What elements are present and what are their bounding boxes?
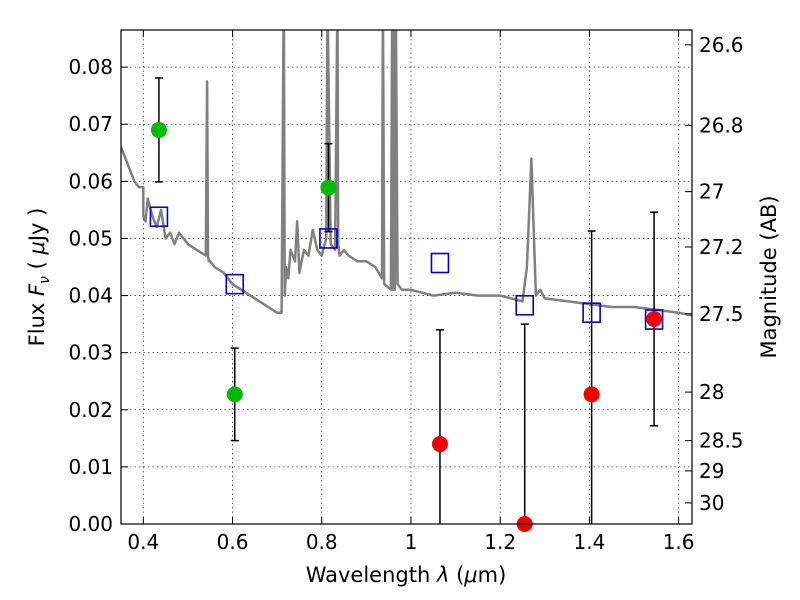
model-square-marker xyxy=(430,252,450,274)
secondary-y-axis-label: Magnitude (AB) xyxy=(757,195,781,358)
spectrum-layer xyxy=(121,30,692,317)
ylabel-unit: Jy ) xyxy=(25,208,49,244)
y-tick-label: 0.08 xyxy=(68,55,113,79)
x-tick-label: 0.6 xyxy=(217,530,249,554)
ylabel-subscript: ν xyxy=(37,276,53,284)
nondetection-point xyxy=(583,386,600,403)
y-tick-label: 0.03 xyxy=(68,341,113,365)
x-axis-label: Wavelength λ (μm) xyxy=(306,563,507,587)
tick-layer: 0.4 0.6 0.8 1 1.2 1.4 1.6 0.00 0.01 0.02 0.03 0.04 0… xyxy=(68,30,744,554)
y-tick-label: 0.04 xyxy=(68,284,113,308)
ylabel-mu: μ xyxy=(25,241,49,255)
y-tick-label: 0.07 xyxy=(68,112,113,136)
xlabel-symbol: λ xyxy=(436,563,449,587)
spectrum-line xyxy=(121,30,692,317)
plot-frame xyxy=(120,29,693,525)
data-point-layer xyxy=(150,121,663,532)
x-tick-label: 1.4 xyxy=(573,530,605,554)
magnitude-tick-label: 28 xyxy=(699,380,724,404)
y-tick-label: 0.06 xyxy=(68,169,113,193)
x-tick-label: 0.4 xyxy=(127,530,159,554)
model-square-marker xyxy=(515,294,535,316)
detection-point xyxy=(320,179,337,196)
y-tick-label: 0.01 xyxy=(68,455,113,479)
model-square-marker xyxy=(149,206,169,228)
ylabel-paren: ( xyxy=(25,255,49,277)
x-tick-label: 1 xyxy=(405,530,418,554)
xlabel-mu: μ xyxy=(463,563,477,587)
xlabel-unit: m) xyxy=(478,563,507,587)
magnitude-tick-label: 28.5 xyxy=(699,429,744,453)
xlabel-paren: ( xyxy=(449,563,464,587)
x-tick-label: 1.6 xyxy=(663,530,695,554)
magnitude-tick-label: 27.5 xyxy=(699,302,744,326)
ylabel-prefix: Flux xyxy=(25,296,49,346)
magnitude-tick-label: 29 xyxy=(699,459,724,483)
magnitude-tick-label: 30 xyxy=(699,491,724,515)
xlabel-prefix: Wavelength xyxy=(306,563,437,587)
magnitude-tick-label: 26.6 xyxy=(699,33,744,57)
y-tick-label: 0.05 xyxy=(68,226,113,250)
model-square-marker xyxy=(582,302,601,323)
plot-background xyxy=(121,30,692,524)
x-tick-label: 0.8 xyxy=(306,530,338,554)
magnitude-tick-label: 27.2 xyxy=(699,235,744,259)
detection-point xyxy=(150,121,167,138)
detection-point xyxy=(226,386,243,403)
model-square-marker xyxy=(225,273,245,295)
ylabel-symbol: F xyxy=(25,283,49,296)
y-tick-label: 0.00 xyxy=(68,512,113,536)
model-square-marker xyxy=(319,228,338,249)
magnitude-tick-label: 27 xyxy=(699,180,724,204)
model-photometry-layer xyxy=(149,206,664,330)
nondetection-point xyxy=(646,310,663,327)
magnitude-tick-label: 26.8 xyxy=(699,113,744,137)
model-square-marker xyxy=(644,309,664,330)
y-tick-label: 0.02 xyxy=(68,398,113,422)
y-axis-label: Flux Fν ( μJy ) xyxy=(25,208,53,347)
nondetection-point xyxy=(431,436,448,453)
x-tick-label: 1.2 xyxy=(484,530,516,554)
